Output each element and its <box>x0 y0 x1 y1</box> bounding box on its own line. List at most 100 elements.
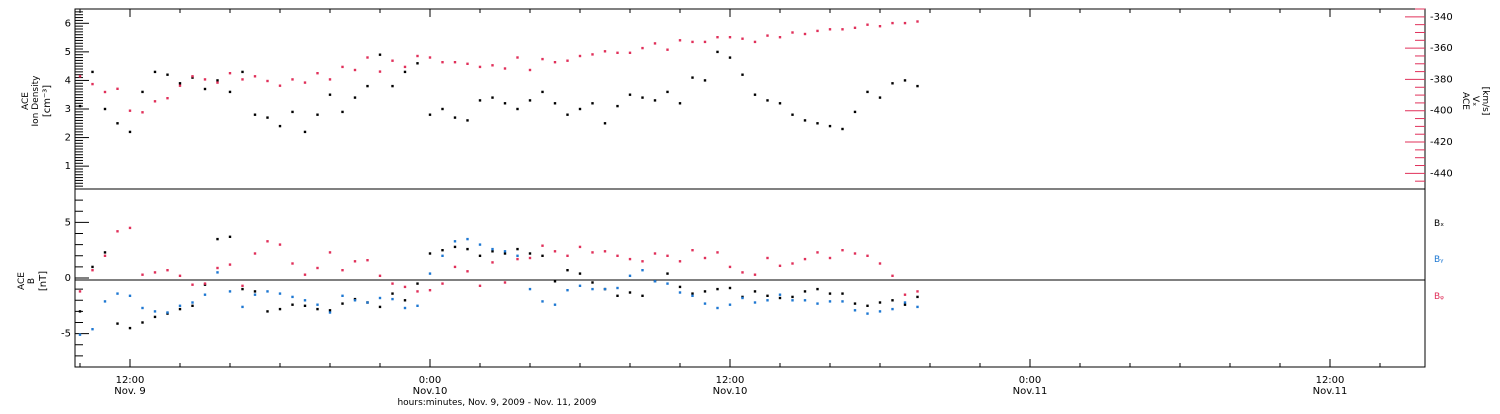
bx-point <box>866 304 869 307</box>
by-point <box>153 310 157 313</box>
vx-point <box>578 54 582 58</box>
bz-point <box>541 244 544 247</box>
by-point <box>541 300 544 303</box>
bz-point <box>116 230 119 233</box>
date-tick-label: Nov. 9 <box>114 386 145 397</box>
bx-point <box>241 287 244 291</box>
time-tick-label: 12:00 <box>1316 375 1345 386</box>
bz-point <box>191 283 194 286</box>
date-tick-label: Nov.10 <box>713 386 748 397</box>
by-point <box>253 293 257 296</box>
bz-point <box>366 259 369 262</box>
bz-point <box>478 284 482 287</box>
bz-point <box>516 257 519 261</box>
vx-point <box>78 75 82 78</box>
vx-axis-ticks: -440 -420 -400 -380 -360 -340 <box>1405 8 1453 190</box>
by-point <box>791 299 794 302</box>
vx-point <box>503 67 507 70</box>
bfield-ylabel-line2: B <box>27 278 37 284</box>
bz-point <box>628 257 632 261</box>
by-point <box>766 299 769 302</box>
bx-point <box>666 272 669 275</box>
bz-point <box>753 273 757 276</box>
density-point <box>316 113 319 116</box>
bz-point <box>666 254 669 257</box>
density-point <box>441 107 444 111</box>
bfield-legend: Bₓ Bᵧ Bᵩ <box>1434 219 1444 302</box>
vx-ylabel-line2: Vₓ <box>1470 96 1480 106</box>
density-point <box>103 107 107 111</box>
bz-point <box>503 281 507 284</box>
bz-point <box>803 257 807 261</box>
density-point <box>603 122 607 125</box>
bx-point <box>328 309 332 312</box>
bz-point <box>716 251 719 254</box>
bx-point <box>478 254 482 257</box>
panel-magnetic-field: -5 0 5 ACE B [nT] Bₓ Bᵧ Bᵩ <box>17 188 1444 368</box>
density-tick-label: 3 <box>65 104 71 115</box>
by-point <box>128 294 132 297</box>
vx-point <box>391 59 394 62</box>
bx-point <box>766 294 769 297</box>
bx-point <box>128 326 132 330</box>
bz-point <box>766 256 769 260</box>
bx-point <box>903 303 907 306</box>
by-point <box>803 299 807 302</box>
density-point <box>591 102 594 105</box>
bx-point <box>141 321 144 324</box>
vx-point <box>803 32 807 36</box>
by-point <box>753 301 757 304</box>
density-point <box>141 90 144 94</box>
bz-point <box>578 245 582 249</box>
by-point <box>891 307 894 311</box>
bx-point <box>403 299 407 302</box>
density-point <box>328 93 332 96</box>
by-point <box>141 306 144 310</box>
bz-point <box>378 274 382 277</box>
bz-point <box>391 282 394 285</box>
vx-point <box>228 72 232 75</box>
bz-point <box>491 261 494 264</box>
bz-point <box>91 269 94 272</box>
bz-point <box>641 260 644 263</box>
density-point <box>378 53 382 56</box>
density-point <box>841 127 844 131</box>
by-point <box>391 297 394 301</box>
density-point <box>228 90 232 94</box>
vx-point <box>141 111 144 114</box>
by-point <box>616 286 619 290</box>
vx-point <box>353 68 357 72</box>
by-point <box>828 300 832 303</box>
bx-point <box>891 299 894 302</box>
bz-point <box>466 270 469 273</box>
density-point <box>641 96 644 99</box>
bz-point <box>441 282 444 285</box>
by-point <box>316 303 319 306</box>
vx-point <box>291 78 294 81</box>
bfield-tick-label: 5 <box>65 217 71 228</box>
bx-point <box>791 295 794 299</box>
bz-point <box>728 265 732 269</box>
bx-point <box>803 290 807 293</box>
by-point <box>91 328 94 331</box>
density-point <box>391 84 394 88</box>
bx-point <box>691 292 694 295</box>
density-point <box>528 99 532 102</box>
density-point <box>803 119 807 122</box>
by-point <box>266 290 269 293</box>
vx-point <box>891 21 894 25</box>
by-point <box>691 294 694 297</box>
density-ylabel-line1: ACE <box>21 92 31 110</box>
density-point <box>753 93 757 96</box>
bx-point <box>616 294 619 297</box>
bx-point <box>841 292 844 295</box>
bx-point <box>428 252 432 255</box>
density-point <box>216 79 219 82</box>
density-point <box>516 107 519 111</box>
density-point <box>716 50 719 54</box>
bfield-ylabel-line1: ACE <box>17 272 27 290</box>
legend-bx: Bₓ <box>1434 219 1444 229</box>
by-point <box>78 333 82 336</box>
by-point <box>178 304 182 307</box>
